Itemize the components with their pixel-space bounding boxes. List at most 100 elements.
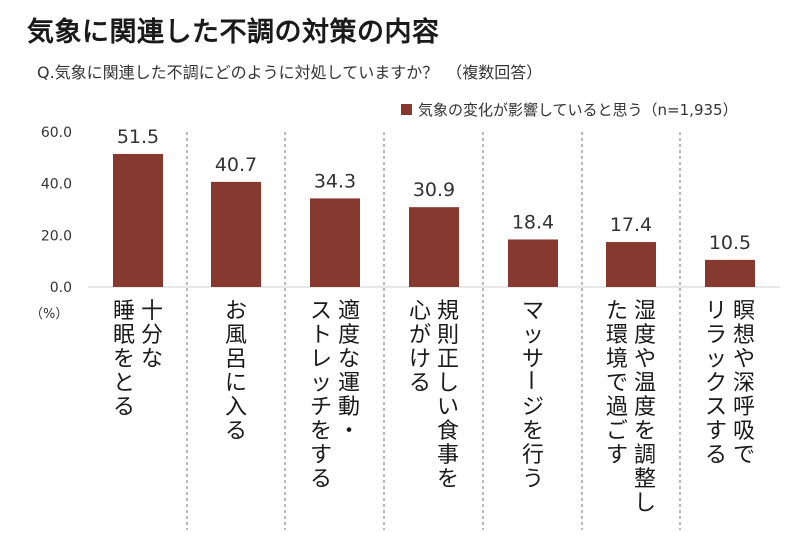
- category-label-char: け: [409, 347, 431, 372]
- category-label-char: な: [338, 347, 360, 372]
- category-label-char: 運: [338, 371, 360, 396]
- category-label-char: 適: [338, 299, 360, 324]
- category-label-char: し: [437, 371, 459, 396]
- category-label-char: ー: [517, 369, 542, 391]
- bar: [211, 181, 261, 287]
- y-tick-label: 60.0: [41, 125, 72, 141]
- category-label-char: 十: [141, 299, 163, 324]
- category-label-char: 入: [225, 395, 247, 420]
- category-label-char: を: [634, 419, 656, 444]
- category-label-char: う: [522, 467, 544, 492]
- category-label-char: 正: [437, 347, 459, 372]
- category-label-char: る: [409, 371, 431, 396]
- category-label-char: る: [225, 419, 247, 444]
- category-label-char: な: [141, 347, 163, 372]
- category-label-char: を: [522, 419, 544, 444]
- category-label-char: 行: [522, 443, 544, 468]
- category-label-char: を: [437, 467, 459, 492]
- category-label-char: 心: [409, 299, 431, 324]
- category-label-char: る: [113, 395, 135, 420]
- category-label-char: ト: [310, 323, 332, 348]
- bar: [310, 198, 360, 287]
- category-label-char: 温: [634, 371, 656, 396]
- y-tick-label: 40.0: [41, 177, 72, 193]
- category-label-char: た: [606, 299, 628, 324]
- category-label-char: が: [409, 323, 431, 348]
- bar: [409, 207, 459, 287]
- category-label-char: レ: [310, 347, 332, 372]
- category-label-char: リ: [705, 299, 727, 324]
- category-label-char: 度: [634, 323, 656, 348]
- category-label-char: で: [733, 443, 755, 468]
- category-label-char: 深: [733, 371, 755, 396]
- category-label-char: ッ: [310, 371, 332, 396]
- category-label-char: サ: [522, 347, 544, 372]
- category-label-char: や: [733, 347, 755, 372]
- data-label: 17.4: [610, 214, 652, 236]
- category-label-char: や: [634, 347, 656, 372]
- category-label-char: 過: [606, 395, 628, 420]
- category-label-char: 境: [606, 347, 628, 372]
- category-label-char: 分: [141, 323, 163, 348]
- category-label-char: ッ: [522, 323, 544, 348]
- category-label-char: チ: [310, 395, 332, 420]
- category-label-char: 則: [437, 323, 459, 348]
- category-label-char: 呼: [733, 395, 755, 420]
- category-label-char: 想: [733, 323, 755, 348]
- category-label-char: ッ: [705, 347, 727, 372]
- category-label-char: る: [310, 467, 332, 492]
- category-label-char: ク: [705, 371, 727, 396]
- category-label-char: 食: [437, 419, 459, 444]
- legend-label: 気象の変化が影響していると思う（n=1,935）: [418, 101, 738, 119]
- chart-title: 気象に関連した不調の対策の内容: [27, 17, 440, 48]
- category-label-char: 動: [338, 395, 360, 420]
- category-label-char: 度: [634, 395, 656, 420]
- category-label-char: ラ: [705, 323, 727, 348]
- category-label-char: 調: [634, 443, 656, 468]
- data-label: 30.9: [413, 179, 455, 201]
- category-label-char: を: [113, 347, 135, 372]
- y-tick-label: 0.0: [50, 280, 72, 296]
- category-label-char: ス: [705, 395, 727, 420]
- data-label: 40.7: [215, 154, 257, 176]
- category-label-char: お: [225, 299, 247, 324]
- category-label-char: で: [606, 371, 628, 396]
- category-label-char: 呂: [225, 347, 247, 372]
- bar: [508, 239, 558, 287]
- category-label-char: 環: [606, 323, 628, 348]
- y-axis-unit: （%）: [30, 307, 68, 322]
- category-label-char: ご: [606, 419, 628, 444]
- category-label-char: 吸: [733, 419, 755, 444]
- category-label-char: ス: [310, 299, 332, 324]
- category-label-char: す: [606, 443, 628, 468]
- legend-swatch: [401, 104, 412, 115]
- category-label-char: と: [113, 371, 135, 396]
- category-label-char: マ: [522, 299, 544, 324]
- bar: [113, 153, 163, 287]
- category-label-char: し: [634, 491, 656, 516]
- category-label-char: す: [310, 443, 332, 468]
- legend: 気象の変化が影響していると思う（n=1,935）: [401, 99, 738, 120]
- bar: [606, 242, 656, 287]
- category-label-char: す: [705, 419, 727, 444]
- category-label-char: に: [225, 371, 247, 396]
- category-label-char: ・: [338, 419, 360, 444]
- data-label: 18.4: [512, 211, 554, 233]
- category-label-char: 事: [437, 443, 459, 468]
- category-label-char: 湿: [634, 299, 656, 324]
- category-label-char: 度: [338, 323, 360, 348]
- category-label-char: 整: [634, 467, 656, 492]
- category-label-char: 睡: [113, 299, 135, 324]
- chart-subtitle: Q.気象に関連した不調にどのように対処していますか？ （複数回答）: [37, 63, 543, 82]
- data-label: 34.3: [314, 170, 356, 192]
- category-label-char: 眠: [113, 323, 135, 348]
- category-label-char: ジ: [522, 395, 544, 420]
- bar: [705, 259, 755, 287]
- category-label-char: 瞑: [733, 299, 755, 324]
- category-label-char: い: [437, 395, 459, 420]
- data-label: 51.5: [117, 126, 159, 148]
- data-label: 10.5: [709, 232, 751, 254]
- category-label-char: 風: [225, 323, 247, 348]
- category-label-char: を: [310, 419, 332, 444]
